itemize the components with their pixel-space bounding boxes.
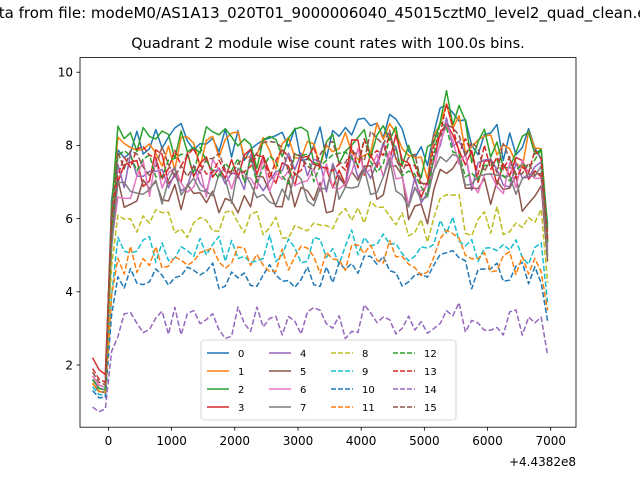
y-tick-label: 2 (65, 358, 73, 372)
x-tick-label: 6000 (472, 434, 503, 448)
legend-label-3: 3 (238, 403, 244, 414)
legend-label-13: 13 (424, 367, 437, 378)
series-line-9 (92, 216, 549, 396)
series-layer (91, 89, 549, 413)
series-line-4 (91, 117, 549, 391)
x-tick-label: 2000 (220, 434, 251, 448)
x-tick-label: 1000 (156, 434, 187, 448)
legend-box (200, 339, 457, 421)
plot-frame (79, 57, 577, 428)
legend-label-9: 9 (362, 367, 368, 378)
legend-label-4: 4 (300, 349, 306, 360)
y-tick-label: 10 (58, 66, 73, 80)
series-line-15 (91, 123, 549, 386)
series-line-5 (92, 157, 549, 394)
legend-label-12: 12 (424, 349, 437, 360)
legend-label-5: 5 (300, 367, 306, 378)
legend-label-0: 0 (238, 349, 244, 360)
x-tick-label: 7000 (535, 434, 566, 448)
figure-suptitle: Data from file: modeM0/AS1A13_020T01_900… (0, 4, 640, 22)
legend-label-8: 8 (362, 349, 368, 360)
series-line-7 (91, 153, 549, 391)
legend-label-10: 10 (362, 385, 375, 396)
plot-title: Quadrant 2 module wise count rates with … (131, 36, 525, 52)
series-line-11 (92, 229, 549, 394)
legend-label-6: 6 (300, 385, 306, 396)
y-tick-label: 8 (65, 139, 73, 153)
y-tick-label: 6 (65, 212, 73, 226)
y-axis: 2 4 6 8 10 (58, 66, 80, 372)
series-line-10 (92, 249, 549, 399)
legend-label-1: 1 (238, 367, 244, 378)
x-tick-label: 0 (105, 434, 113, 448)
legend-label-7: 7 (300, 403, 306, 414)
x-tick-label: 3000 (283, 434, 314, 448)
legend-label-11: 11 (362, 403, 375, 414)
x-axis: 0 1000 2000 3000 4000 5000 6000 7000 (105, 427, 566, 448)
x-tick-label: 5000 (409, 434, 440, 448)
x-tick-label: 4000 (346, 434, 377, 448)
series-line-13 (91, 103, 549, 383)
series-line-8 (92, 193, 549, 394)
legend-label-15: 15 (424, 403, 437, 414)
x-axis-offset-label: +4.4382e8 (509, 455, 576, 469)
series-line-14 (92, 301, 549, 413)
y-tick-label: 4 (65, 285, 73, 299)
legend-label-2: 2 (238, 385, 244, 396)
legend-label-14: 14 (424, 385, 437, 396)
